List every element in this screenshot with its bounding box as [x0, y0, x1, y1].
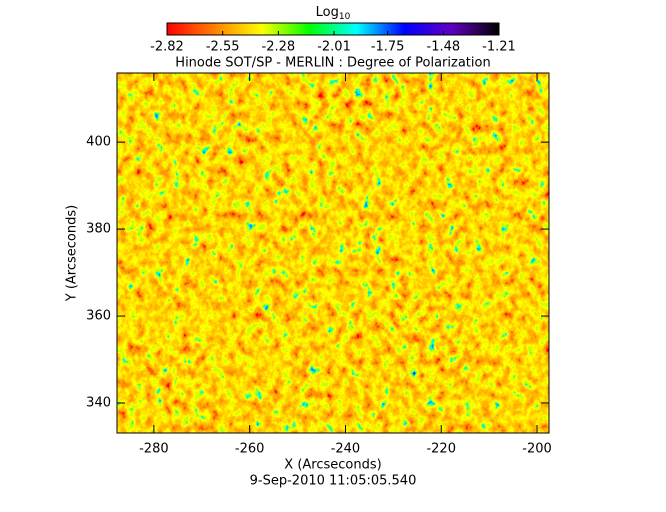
x-tick-label: -280	[139, 442, 169, 457]
plot-frame	[116, 72, 550, 434]
x-tick-label: -220	[426, 442, 456, 457]
colorbar	[166, 22, 500, 36]
colorbar-tick-label: -2.55	[206, 40, 240, 55]
colorbar-tick-label: -1.75	[371, 40, 405, 55]
y-tick-label: 360	[86, 309, 111, 324]
y-tick-label: 400	[86, 135, 111, 150]
y-axis-label: Y (Arcseconds)	[65, 205, 80, 302]
y-tick-label: 340	[86, 396, 111, 411]
colorbar-label: Log10	[316, 5, 351, 22]
colorbar-tick-label: -2.01	[317, 40, 351, 55]
chart-title: Hinode SOT/SP - MERLIN : Degree of Polar…	[175, 56, 490, 71]
heatmap-image	[117, 73, 549, 433]
x-tick-label: -200	[522, 442, 552, 457]
x-tick-label: -260	[235, 442, 265, 457]
colorbar-tick-label: -2.82	[150, 40, 184, 55]
colorbar-tick-label: -2.28	[262, 40, 296, 55]
colorbar-label-sub: 10	[339, 12, 351, 22]
colorbar-tick-label: -1.21	[482, 40, 516, 55]
y-tick-label: 380	[86, 222, 111, 237]
x-tick-label: -240	[331, 442, 361, 457]
subtitle: 9-Sep-2010 11:05:05.540	[250, 474, 417, 489]
colorbar-label-text: Log	[316, 5, 339, 20]
colorbar-tick-label: -1.48	[427, 40, 461, 55]
x-axis-label: X (Arcseconds)	[284, 458, 381, 473]
